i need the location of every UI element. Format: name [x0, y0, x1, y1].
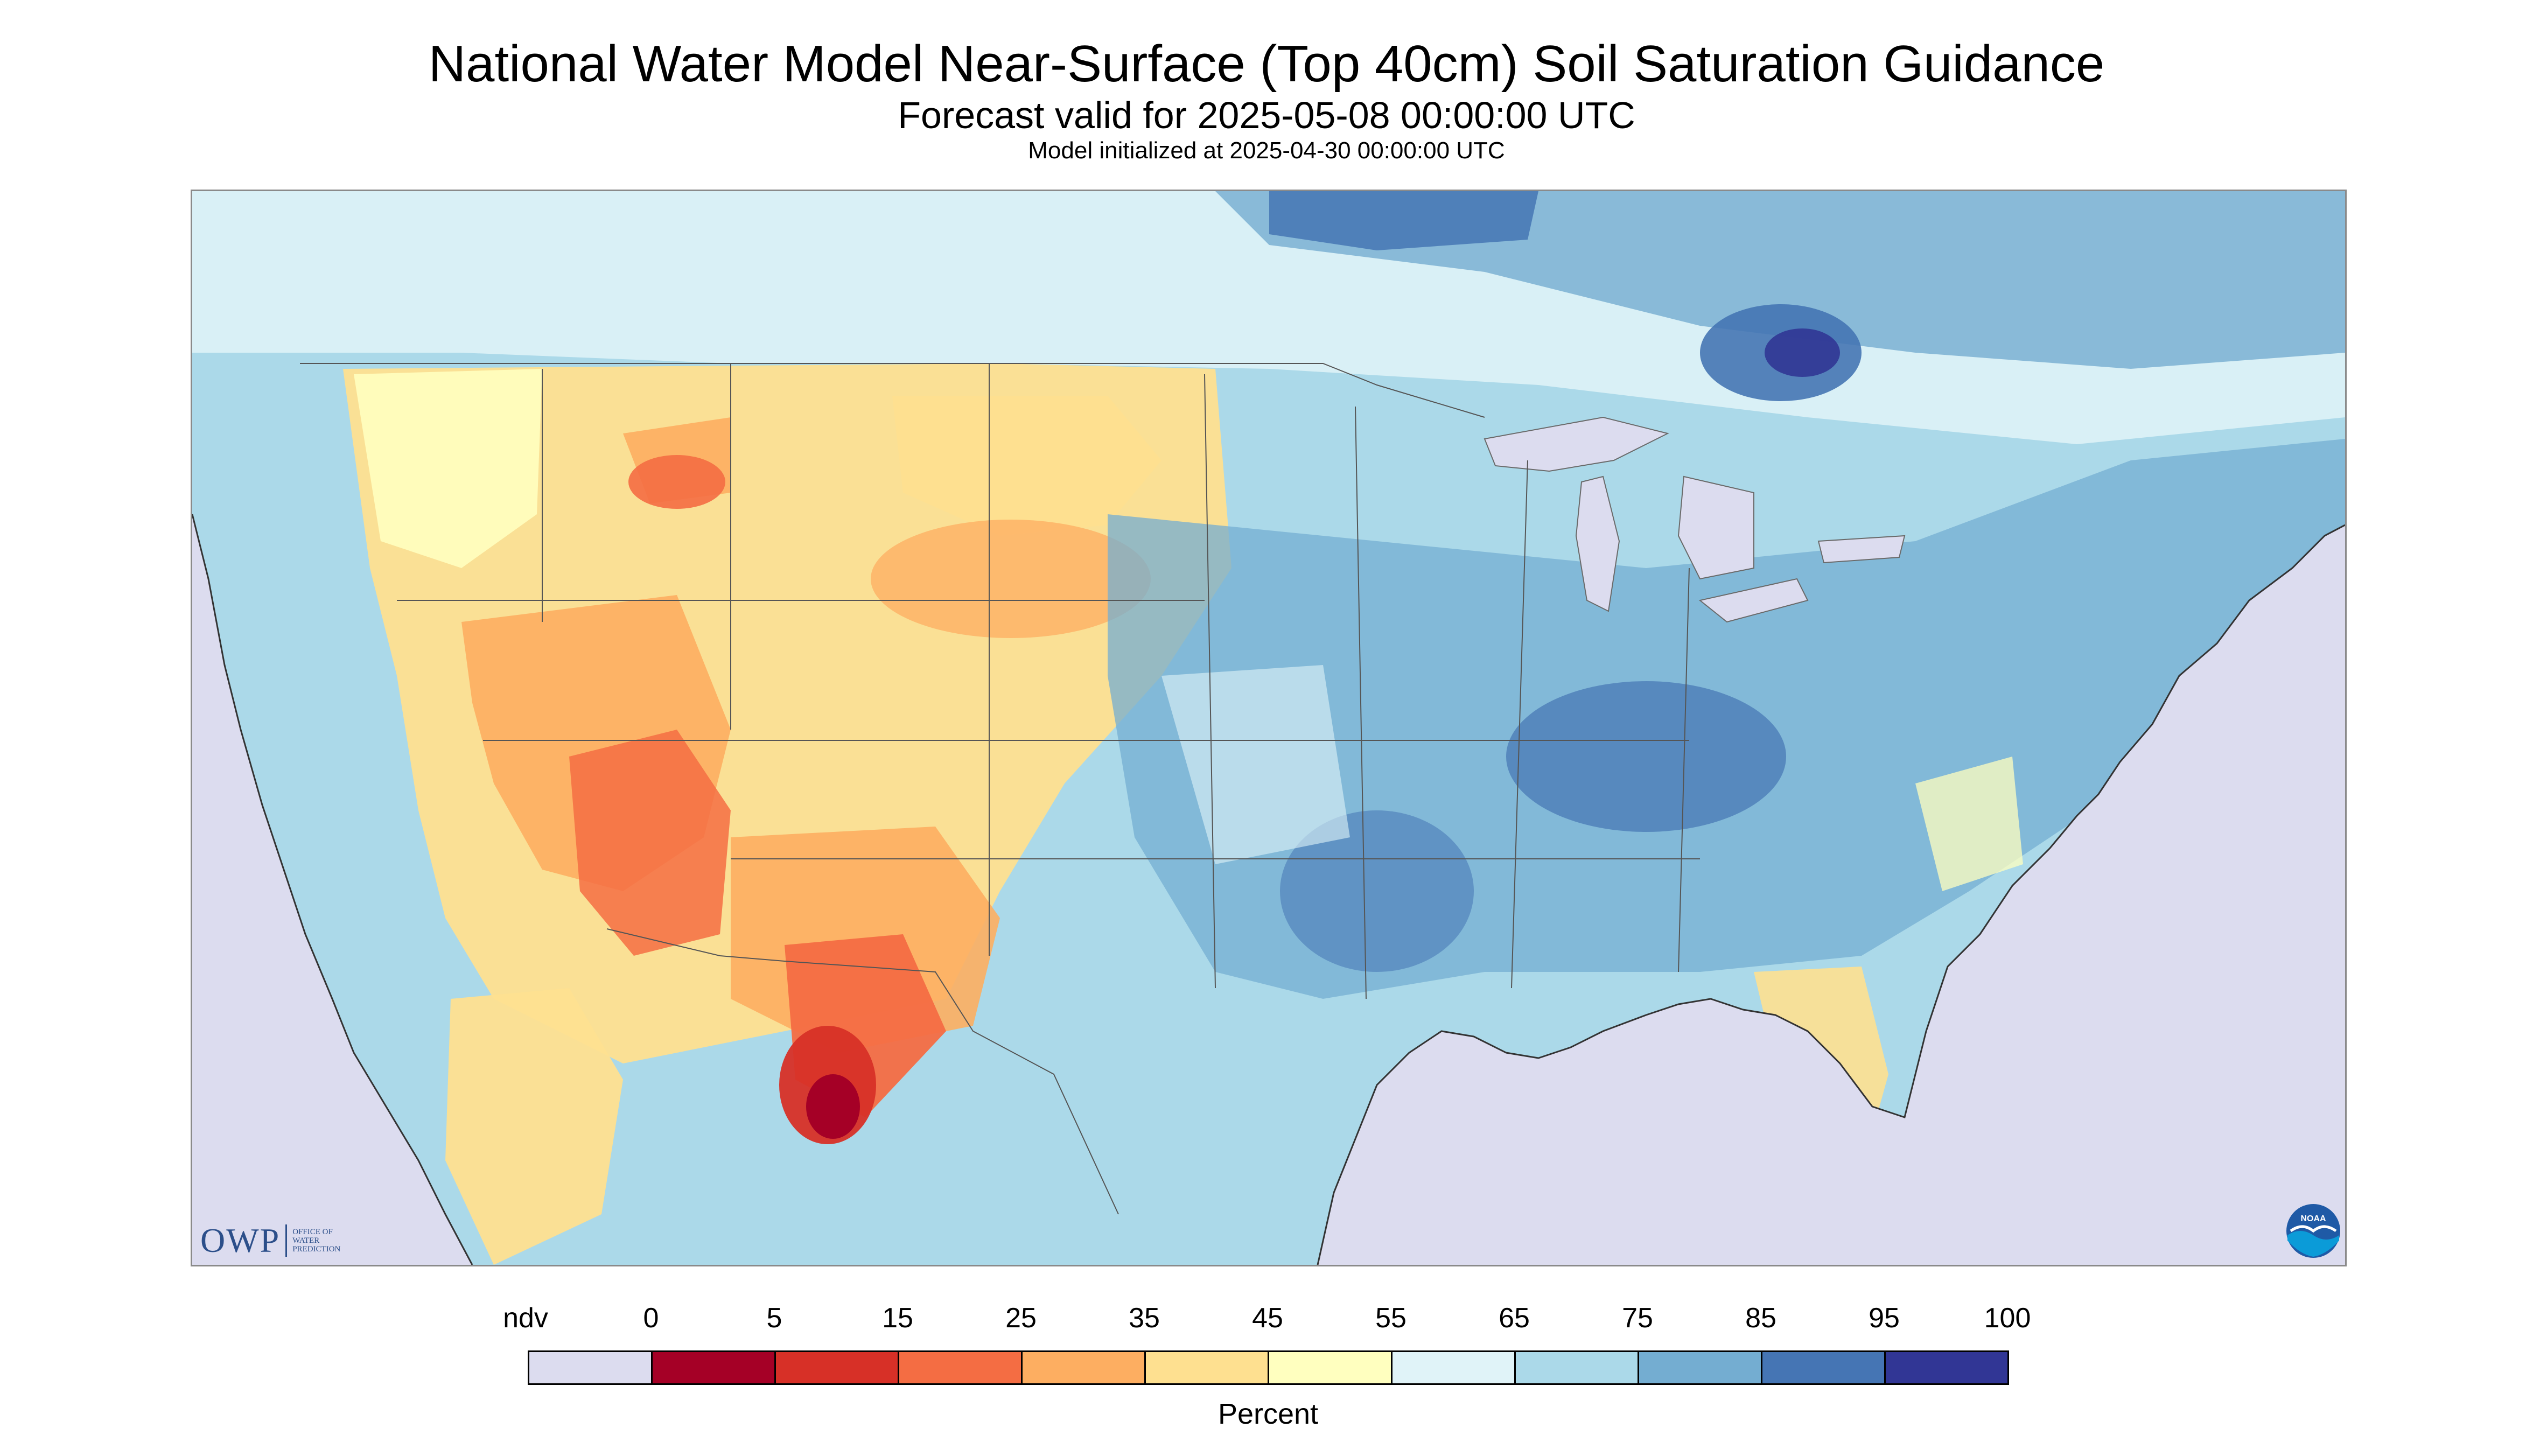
- dakotas-dry-region: [892, 396, 1161, 536]
- owp-logo-line-3: PREDICTION: [292, 1245, 341, 1254]
- owp-logo: OWP OFFICE OF WATER PREDICTION: [200, 1219, 340, 1262]
- atlantic-gulf-coast: [1317, 524, 2345, 1265]
- legend-swatch-35-45: [1144, 1350, 1269, 1385]
- legend-swatch-25-35: [1021, 1350, 1146, 1385]
- montana-dry-core: [628, 455, 725, 509]
- northwest-moderate-region: [354, 369, 542, 568]
- political-borders: [300, 363, 1700, 1215]
- owp-logo-line-1: OFFICE OF: [292, 1228, 333, 1236]
- noaa-logo-gull: [2290, 1225, 2337, 1233]
- noaa-logo-text: NOAA: [2300, 1214, 2326, 1223]
- owp-logo-line-2: WATER: [292, 1236, 320, 1245]
- legend-swatch-55-65: [1391, 1350, 1516, 1385]
- legend-tick-label: 45: [1252, 1303, 1283, 1334]
- owp-logo-mark: OWP: [200, 1221, 281, 1259]
- lake-erie: [1698, 578, 1809, 623]
- legend-tick-label: 85: [1745, 1303, 1776, 1334]
- great-lakes: [1484, 416, 1906, 623]
- state-borders: [397, 363, 1700, 999]
- map-canvas: [192, 191, 2345, 1265]
- legend-swatch-5-15: [774, 1350, 899, 1385]
- lake-ontario: [1817, 535, 1906, 564]
- legend-tick-label: 25: [1005, 1303, 1037, 1334]
- legend-swatch-0-5: [651, 1350, 776, 1385]
- legend-tick-label: 75: [1622, 1303, 1653, 1334]
- legend-swatch-75-85: [1638, 1350, 1762, 1385]
- legend-swatch-95-100: [1884, 1350, 2009, 1385]
- us-mexico-border: [606, 928, 1119, 1215]
- legend-swatch-45-55: [1268, 1350, 1393, 1385]
- legend-tick-label: 55: [1375, 1303, 1407, 1334]
- legend-nodata-label: ndv: [503, 1303, 548, 1334]
- mississippi-wet-patch: [1280, 810, 1474, 972]
- legend-tick-label: 0: [643, 1303, 659, 1334]
- lake-superior: [1484, 416, 1669, 472]
- legend-swatch-85-95: [1761, 1350, 1886, 1385]
- baja-dry-region: [445, 988, 623, 1265]
- sonora-driest-core: [806, 1074, 860, 1139]
- ohio-valley-wet-patch: [1506, 681, 1786, 832]
- us-canada-border: [300, 363, 1485, 418]
- pacific-coast: [192, 514, 473, 1265]
- nebraska-wyoming-dry-patch: [871, 520, 1151, 638]
- color-legend: ndv 0 5 15 25 35 45 55 65 75 85 95 100 Percent: [503, 1302, 2031, 1431]
- legend-tick-label: 95: [1869, 1303, 1900, 1334]
- legend-swatch-ndv: [528, 1350, 653, 1385]
- forecast-valid-subtitle: Forecast valid for 2025-05-08 00:00:00 U…: [898, 94, 1635, 136]
- lake-huron: [1677, 475, 1754, 580]
- legend-tick-label: 100: [1984, 1303, 2031, 1334]
- canada-dark-blue-patch: [1269, 191, 1538, 250]
- carolinas-moderate-patch: [1915, 757, 2023, 891]
- plains-moderate-patch: [1161, 665, 1350, 864]
- legend-swatch-65-75: [1514, 1350, 1639, 1385]
- owp-logo-text: OFFICE OF WATER PREDICTION: [292, 1228, 340, 1254]
- legend-tick-label: 5: [766, 1303, 782, 1334]
- noaa-logo: NOAA: [2286, 1204, 2340, 1258]
- ontario-saturated-core: [1765, 328, 1840, 377]
- soil-saturation-map[interactable]: [191, 190, 2347, 1266]
- southwest-very-dry-region: [569, 730, 731, 956]
- owp-logo-divider: [285, 1224, 288, 1257]
- legend-tick-label: 65: [1499, 1303, 1530, 1334]
- legend-units-label: Percent: [1217, 1398, 1319, 1430]
- land-layer: [192, 191, 2345, 1265]
- legend-swatch-15-25: [898, 1350, 1023, 1385]
- legend-tick-label: 15: [882, 1303, 913, 1334]
- map-title: National Water Model Near-Surface (Top 4…: [428, 35, 2105, 93]
- model-init-line: Model initialized at 2025-04-30 00:00:00…: [1028, 137, 1505, 164]
- noaa-logo-wave: [2287, 1231, 2339, 1257]
- coastlines: [192, 514, 2345, 1265]
- legend-tick-label: 35: [1129, 1303, 1160, 1334]
- lake-michigan: [1575, 475, 1620, 612]
